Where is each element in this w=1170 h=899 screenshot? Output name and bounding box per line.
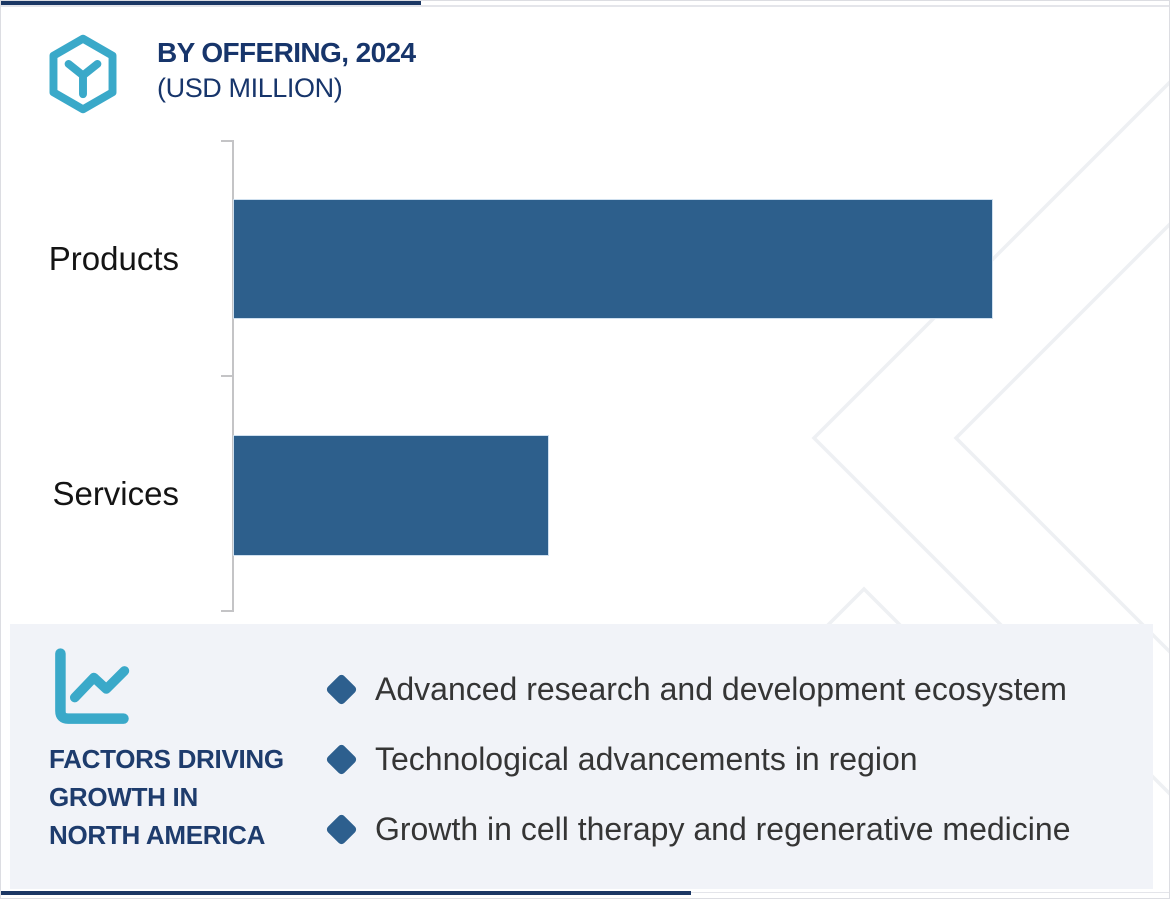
- category-label-products: Products: [48, 240, 179, 277]
- bar-services: [233, 435, 549, 556]
- axis-tick: [221, 140, 233, 142]
- bar-products: [233, 199, 993, 319]
- diamond-bullet-icon: [325, 812, 358, 846]
- diamond-bullet-icon: [325, 672, 358, 706]
- category-label-services: Services: [52, 475, 179, 512]
- axis-tick: [221, 375, 233, 377]
- list-item: Advanced research and development ecosys…: [320, 654, 1140, 724]
- line-chart-icon: [55, 648, 130, 724]
- chart-header: BY OFFERING, 2024 (USD MILLION): [47, 32, 416, 116]
- diamond-bullet-icon: [325, 742, 358, 776]
- chart-title: BY OFFERING, 2024: [157, 37, 416, 68]
- factor-list: Advanced research and development ecosys…: [320, 654, 1140, 864]
- factors-heading: FACTORS DRIVING GROWTH IN NORTH AMERICA: [49, 740, 284, 854]
- factors-panel: FACTORS DRIVING GROWTH IN NORTH AMERICA …: [10, 624, 1153, 889]
- top-navy-accent-bar: [1, 1, 421, 5]
- list-item: Growth in cell therapy and regenerative …: [320, 794, 1140, 864]
- factors-heading-line-3: NORTH AMERICA: [49, 820, 266, 850]
- bottom-navy-accent-bar: [1, 891, 691, 895]
- list-item: Technological advancements in region: [320, 724, 1140, 794]
- hexagon-y-logo-icon: [49, 34, 117, 114]
- category-axis-line: [232, 140, 234, 612]
- factor-text: Growth in cell therapy and regenerative …: [375, 811, 1071, 847]
- factor-text: Advanced research and development ecosys…: [375, 671, 1067, 707]
- top-hairline: [1, 5, 1169, 7]
- factors-heading-line-2: GROWTH IN: [49, 782, 198, 812]
- factors-heading-line-1: FACTORS DRIVING: [49, 744, 284, 774]
- axis-tick: [221, 610, 233, 612]
- factor-text: Technological advancements in region: [375, 741, 918, 777]
- chart-subtitle: (USD MILLION): [157, 73, 343, 103]
